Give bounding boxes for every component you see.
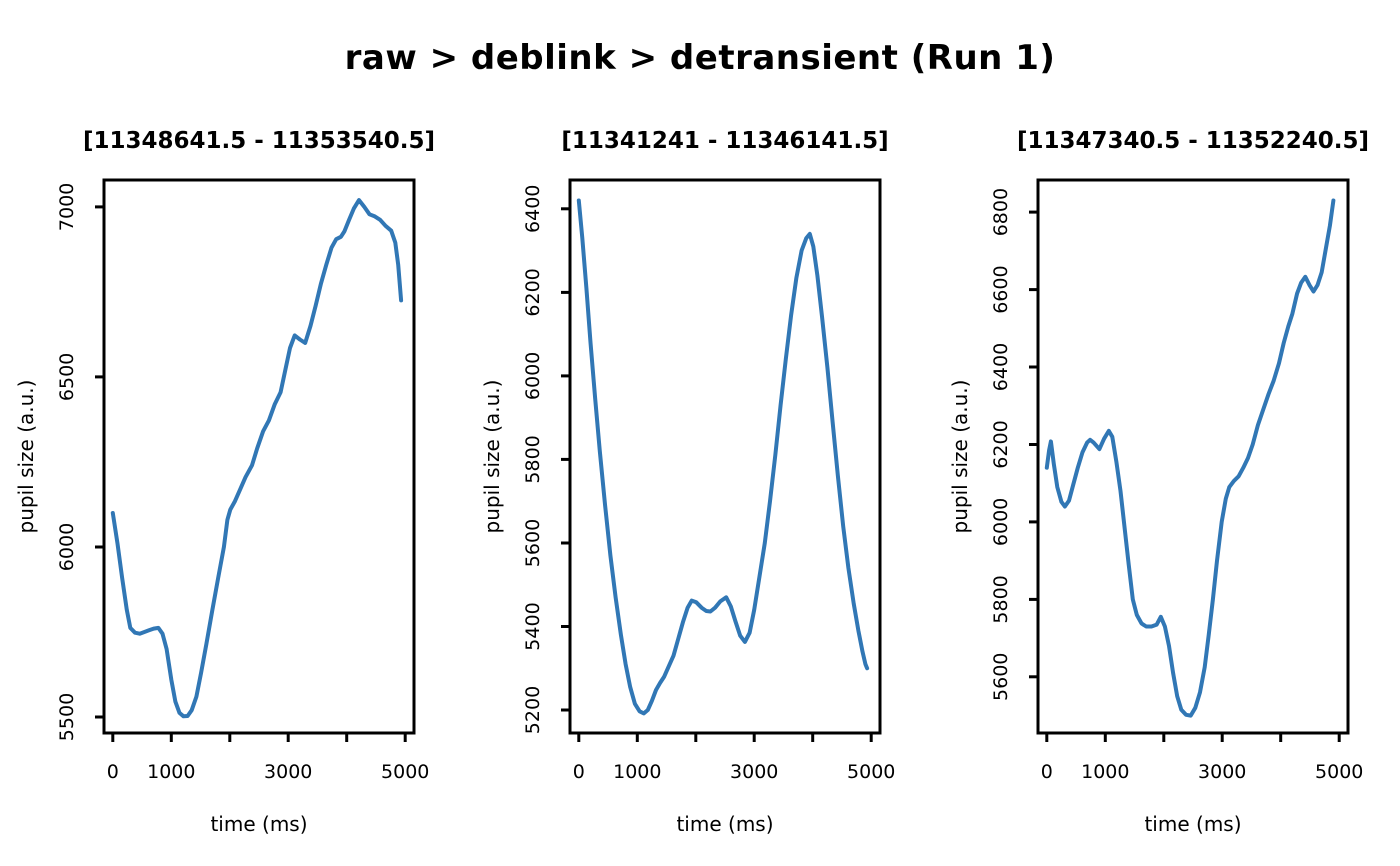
plot-box bbox=[568, 178, 882, 735]
x-tick-label: 0 bbox=[107, 761, 119, 783]
x-tick-label: 5000 bbox=[381, 761, 429, 783]
panel-3-title: [11347340.5 - 11352240.5] bbox=[1017, 128, 1369, 155]
x-axis-title: time (ms) bbox=[210, 812, 307, 836]
panel-1: [11348641.5 - 11353540.5] 0 1000 3000 5000 5… bbox=[0, 100, 467, 866]
pupil-trace bbox=[110, 198, 404, 719]
y-tick-label: 5800 bbox=[522, 435, 544, 483]
panel-3-plot: 0 1000 3000 5000 5600 5800 6000 6200 6400 6600 680… bbox=[948, 178, 1363, 836]
panel-1-plot: 0 1000 3000 5000 5500 6000 6500 7000 time (ms) pu… bbox=[14, 178, 429, 836]
y-tick-label: 6800 bbox=[990, 188, 1012, 236]
plot-box bbox=[102, 178, 416, 735]
panel-3: [11347340.5 - 11352240.5] 0 1000 3000 5000 5… bbox=[934, 100, 1400, 866]
y-axis-title: pupil size (a.u.) bbox=[948, 380, 972, 534]
y-tick-label: 6200 bbox=[522, 268, 544, 316]
pupil-trace bbox=[1044, 198, 1336, 718]
panel-3-title-text: [11347340.5 - 11352240.5] bbox=[1016, 128, 1370, 154]
figure-title: raw > deblink > detransient (Run 1) bbox=[344, 38, 1056, 78]
y-tick-label: 6600 bbox=[990, 265, 1012, 313]
panel-1-title: [11348641.5 - 11353540.5] bbox=[83, 128, 435, 155]
x-tick-label: 3000 bbox=[264, 761, 312, 783]
panel-2-plot: 0 1000 3000 5000 5200 5400 5600 5800 6000 6200 640… bbox=[480, 178, 895, 836]
panel-2-title: [11341241 - 11346141.5] bbox=[561, 128, 888, 155]
y-tick-label: 5200 bbox=[522, 686, 544, 734]
y-tick-label: 5500 bbox=[56, 693, 78, 741]
x-tick-label: 1000 bbox=[147, 761, 195, 783]
y-tick-label: 6200 bbox=[990, 420, 1012, 468]
x-tick-label: 0 bbox=[573, 761, 585, 783]
x-tick-label: 5000 bbox=[1315, 761, 1363, 783]
y-tick-label: 6500 bbox=[56, 353, 78, 401]
y-tick-label: 6000 bbox=[990, 498, 1012, 546]
x-tick-label: 3000 bbox=[730, 761, 778, 783]
y-tick-label: 6400 bbox=[990, 343, 1012, 391]
plot-box bbox=[1036, 178, 1350, 735]
x-tick-label: 3000 bbox=[1198, 761, 1246, 783]
x-tick-label: 1000 bbox=[1081, 761, 1129, 783]
y-tick-label: 6400 bbox=[522, 185, 544, 233]
y-tick-label: 5800 bbox=[990, 575, 1012, 623]
panel-2: [11341241 - 11346141.5] 0 1000 3000 5000 520… bbox=[466, 100, 933, 866]
x-tick-label: 0 bbox=[1041, 761, 1053, 783]
y-tick-label: 5600 bbox=[522, 519, 544, 567]
x-axis-title: time (ms) bbox=[1144, 812, 1241, 836]
x-tick-label: 1000 bbox=[613, 761, 661, 783]
y-tick-label: 5400 bbox=[522, 602, 544, 650]
panel-2-title-text: [11341241 - 11346141.5] bbox=[561, 128, 889, 154]
y-tick-label: 5600 bbox=[990, 653, 1012, 701]
y-tick-label: 6000 bbox=[56, 523, 78, 571]
x-axis-title: time (ms) bbox=[676, 812, 773, 836]
x-tick-label: 5000 bbox=[847, 761, 895, 783]
y-tick-label: 7000 bbox=[56, 183, 78, 231]
panel-1-title-text: [11348641.5 - 11353540.5] bbox=[82, 128, 436, 154]
y-tick-label: 6000 bbox=[522, 352, 544, 400]
y-axis-title: pupil size (a.u.) bbox=[14, 380, 38, 534]
y-axis-title: pupil size (a.u.) bbox=[480, 380, 504, 534]
pupil-trace bbox=[576, 198, 870, 716]
